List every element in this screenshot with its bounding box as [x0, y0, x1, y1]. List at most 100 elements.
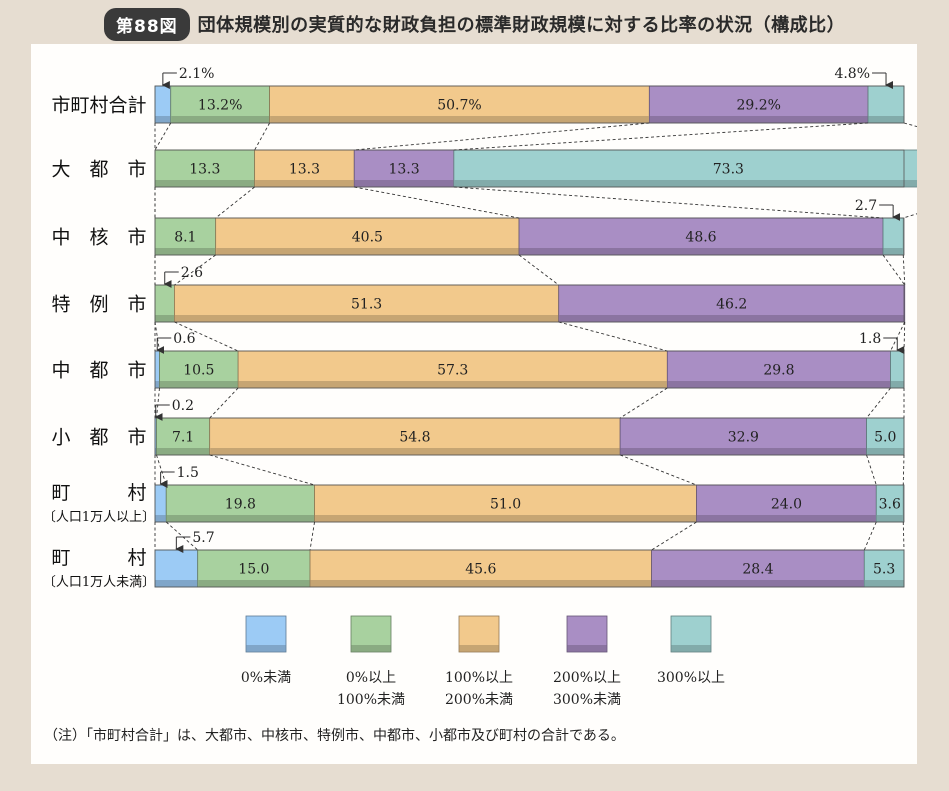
callout-label: 2.6: [181, 265, 203, 281]
bar-segment-shadow: [697, 515, 876, 522]
connector-line: [902, 254, 906, 286]
data-label: 73.3: [713, 162, 744, 178]
connector-line: [518, 254, 559, 286]
data-label: 10.5: [183, 363, 214, 379]
bar-segment-shadow: [171, 116, 270, 123]
connector-line: [154, 321, 160, 352]
connector-line: [156, 454, 167, 486]
row-label: 市町村合計: [51, 95, 146, 117]
chart-panel: 市町村合計 13.2% 50.7% 29.2% 2.1% 4.8% 大 都 市 13.3 13.…: [31, 44, 917, 764]
title-text: 団体規模別の実質的な財政負担の標準財政規模に対する比率の状況（構成比）: [197, 15, 846, 36]
data-label: 51.3: [351, 297, 382, 313]
callout-label: 2.1%: [179, 66, 215, 82]
connector-line: [156, 387, 160, 419]
data-label: 50.7%: [437, 98, 481, 114]
callout-label: 1.5: [177, 465, 199, 481]
bar-outline: [154, 417, 905, 456]
legend-swatch-shadow: [567, 645, 607, 652]
bar-segment-shadow: [876, 515, 903, 522]
legend-label: 100%未満: [337, 692, 405, 708]
bar-segment-shadow: [216, 248, 519, 255]
connector-line: [903, 213, 917, 219]
bar-segment-shadow: [155, 248, 216, 255]
bar-segment-shadow: [210, 448, 620, 455]
bar-segment-shadow: [864, 580, 904, 587]
row-label: 町 村: [51, 547, 146, 569]
row-label: 町 村: [51, 482, 146, 504]
bar-outline: [154, 284, 905, 323]
data-label: 5.3: [873, 562, 895, 578]
data-label: 51.0: [490, 497, 521, 513]
legend-swatch-shadow: [351, 645, 391, 652]
bar-segment-shadow: [155, 315, 174, 322]
data-label: 15.0: [238, 562, 269, 578]
connector-line: [863, 521, 877, 551]
connector-line: [558, 321, 668, 352]
connector-line: [903, 122, 917, 128]
connector-line: [902, 521, 905, 551]
row-label: 中 都 市: [51, 360, 146, 382]
data-label: 28.4: [742, 562, 773, 578]
data-label: 45.6: [465, 562, 496, 578]
bar-segment-shadow: [155, 116, 171, 123]
data-label: 13.3: [189, 162, 220, 178]
bar-segment-shadow: [667, 381, 891, 388]
connector-line: [453, 122, 869, 151]
connector-line: [254, 122, 270, 151]
row-label: 中 核 市: [51, 227, 146, 249]
data-label: 7.1: [172, 430, 194, 446]
connector-line: [309, 521, 315, 551]
row-label: 大 都 市: [51, 159, 146, 181]
data-label: 54.8: [399, 430, 430, 446]
data-label: 5.0: [874, 430, 896, 446]
connector-line: [866, 387, 891, 419]
connector-line: [882, 254, 906, 286]
bar-segment-shadow: [883, 248, 903, 255]
data-label: 32.9: [728, 430, 759, 446]
connector-line: [154, 122, 172, 151]
data-label: 29.8: [763, 363, 794, 379]
bar-outline: [154, 549, 905, 588]
bar-segment-shadow: [354, 180, 454, 187]
bar-segment-shadow: [238, 381, 667, 388]
bar-segment-shadow: [867, 448, 904, 455]
connector-line: [866, 454, 877, 486]
connector-line: [619, 387, 668, 419]
legend-swatch-shadow: [246, 645, 286, 652]
bar-outline: [154, 149, 905, 188]
callout-label: 2.7: [855, 198, 877, 214]
callout-label: 5.7: [192, 530, 214, 546]
data-label: 19.8: [225, 497, 256, 513]
bar-segment-shadow: [155, 180, 255, 187]
row-sublabel: 〔人口1万人以上〕: [43, 510, 155, 525]
row-label: 小 都 市: [51, 427, 146, 449]
bar-segment-shadow: [310, 580, 652, 587]
bar-segment-shadow: [891, 381, 904, 388]
legend-label: 300%未満: [553, 692, 621, 708]
bar-outline: [154, 85, 905, 124]
data-label: 3.6: [879, 497, 901, 513]
legend-label: 0%未満: [241, 670, 291, 686]
data-label: 57.3: [437, 363, 468, 379]
data-label: 48.6: [685, 230, 716, 246]
bar-segment-shadow: [155, 381, 159, 388]
footnote: （注）「市町村合計」は、大都市、中核市、特例市、中都市、小都市及び町村の合計であ…: [44, 728, 625, 744]
connector-line: [354, 186, 520, 219]
bar-outline: [154, 484, 905, 523]
legend-label: 200%以上: [553, 670, 621, 686]
bar-segment-shadow: [174, 315, 559, 322]
bar-outline: [154, 217, 905, 256]
connector-line: [215, 186, 255, 219]
callout-label: 0.6: [173, 331, 195, 347]
legend-label: 100%以上: [445, 670, 513, 686]
connector-line: [174, 321, 239, 352]
bar-outline: [154, 350, 905, 389]
legend-swatch-shadow: [459, 645, 499, 652]
connector-line: [903, 321, 906, 352]
bar-segment-shadow: [454, 180, 917, 187]
bar-segment-shadow: [156, 448, 210, 455]
callout-label: 0.2: [172, 398, 194, 414]
data-label: 29.2%: [736, 98, 780, 114]
chart-title: 第88図 団体規模別の実質的な財政負担の標準財政規模に対する比率の状況（構成比）: [104, 6, 845, 42]
bar-segment-shadow: [652, 580, 864, 587]
